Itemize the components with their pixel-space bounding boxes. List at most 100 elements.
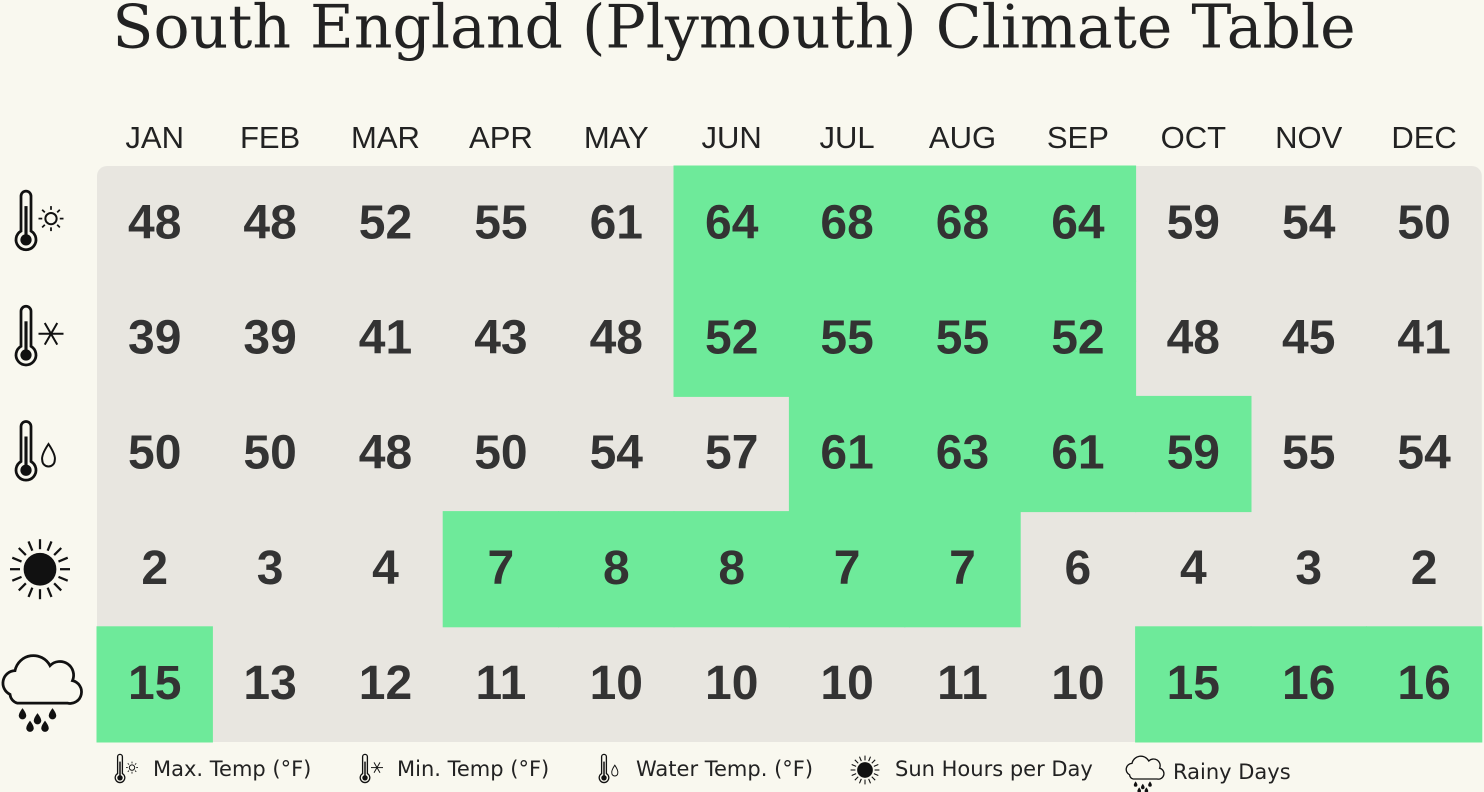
cell-value: 10 bbox=[1051, 657, 1104, 710]
cell-value: 10 bbox=[705, 657, 758, 710]
ray bbox=[871, 776, 876, 781]
highlight-cell bbox=[788, 395, 906, 513]
raindrop bbox=[1141, 783, 1145, 790]
bulb bbox=[362, 775, 368, 781]
highlight-cell bbox=[673, 165, 790, 282]
icon-max bbox=[14, 189, 64, 252]
cell-value: 39 bbox=[243, 311, 296, 364]
ray bbox=[27, 587, 34, 598]
ray bbox=[868, 756, 872, 762]
ray bbox=[851, 763, 857, 767]
cell-value: 3 bbox=[257, 542, 284, 595]
highlight-cell bbox=[1250, 626, 1367, 743]
month-label: APR bbox=[469, 120, 533, 155]
cell-value: 68 bbox=[820, 196, 873, 249]
ray bbox=[53, 547, 63, 556]
month-label: NOV bbox=[1275, 120, 1343, 155]
highlight-cell bbox=[1019, 395, 1137, 513]
legend-label: Water Temp. (°F) bbox=[636, 757, 813, 781]
month-label: MAY bbox=[584, 120, 649, 155]
icon-max bbox=[114, 753, 139, 784]
cell-value: 48 bbox=[128, 196, 181, 249]
cell-value: 50 bbox=[128, 427, 181, 480]
cell-value: 45 bbox=[1282, 311, 1335, 364]
icon-sun bbox=[850, 755, 880, 785]
legend-label: Sun Hours per Day bbox=[895, 757, 1093, 781]
bulb bbox=[20, 234, 32, 246]
cell-value: 13 bbox=[243, 657, 296, 710]
cloud bbox=[1125, 755, 1165, 780]
cell-value: 55 bbox=[1282, 427, 1335, 480]
cell-value: 48 bbox=[359, 427, 412, 480]
ray bbox=[56, 209, 61, 214]
highlight-cell bbox=[1365, 626, 1483, 743]
cell-value: 54 bbox=[590, 427, 644, 480]
highlight-cell bbox=[904, 395, 1021, 513]
raindrop bbox=[41, 720, 49, 732]
ray bbox=[11, 575, 22, 582]
raindrop bbox=[1148, 781, 1152, 787]
cell-value: 63 bbox=[936, 427, 989, 480]
icon-water bbox=[14, 420, 56, 482]
month-label: JUL bbox=[820, 120, 875, 155]
month-label: JUN bbox=[702, 120, 762, 155]
raindrop bbox=[1144, 787, 1149, 792]
cell-value: 57 bbox=[705, 427, 758, 480]
cell-value: 59 bbox=[1167, 196, 1220, 249]
highlight-cell bbox=[1019, 165, 1137, 282]
ray bbox=[854, 776, 859, 781]
cell-value: 4 bbox=[372, 542, 399, 595]
legend-label: Rainy Days bbox=[1173, 760, 1291, 784]
ray bbox=[134, 770, 137, 773]
cell-value: 48 bbox=[1167, 311, 1220, 364]
cell-value: 43 bbox=[474, 311, 527, 364]
cell-value: 2 bbox=[141, 542, 168, 595]
cell-value: 41 bbox=[1397, 311, 1450, 364]
cell-value: 41 bbox=[359, 311, 412, 364]
icon-min bbox=[359, 753, 384, 784]
month-label: SEP bbox=[1047, 120, 1109, 155]
ray bbox=[858, 756, 862, 762]
bulb bbox=[20, 349, 32, 361]
thermometer bbox=[598, 753, 610, 784]
ray bbox=[27, 541, 34, 552]
thermometer bbox=[114, 753, 126, 784]
highlight-cell bbox=[1135, 395, 1252, 513]
cell-value: 10 bbox=[590, 657, 643, 710]
cloud bbox=[1, 654, 83, 705]
sun-small bbox=[128, 764, 136, 771]
title: South England (Plymouth) Climate Table bbox=[112, 0, 1355, 63]
cell-value: 3 bbox=[1295, 542, 1322, 595]
month-label: OCT bbox=[1161, 120, 1227, 155]
ray bbox=[17, 582, 27, 592]
month-label: MAR bbox=[351, 120, 420, 155]
drop bbox=[611, 764, 619, 777]
thermometer bbox=[359, 753, 371, 784]
ray bbox=[868, 778, 872, 784]
sun bbox=[857, 762, 873, 778]
ray bbox=[873, 763, 879, 767]
cell-value: 64 bbox=[1051, 196, 1105, 249]
raindrop bbox=[48, 708, 57, 720]
ray bbox=[41, 224, 46, 229]
raindrop bbox=[33, 713, 42, 725]
raindrop bbox=[26, 720, 34, 732]
highlight-cell bbox=[788, 280, 906, 397]
cell-value: 12 bbox=[359, 657, 412, 710]
ray bbox=[46, 541, 53, 552]
flake bbox=[373, 762, 381, 774]
legend-label: Max. Temp (°F) bbox=[153, 757, 311, 781]
cell-value: 59 bbox=[1167, 427, 1220, 480]
ray bbox=[134, 763, 137, 765]
cell-value: 4 bbox=[1180, 542, 1207, 595]
cell-value: 50 bbox=[474, 427, 527, 480]
cell-value: 16 bbox=[1282, 657, 1335, 710]
cell-value: 48 bbox=[243, 196, 296, 249]
thermometer bbox=[14, 420, 38, 482]
cell-value: 15 bbox=[128, 657, 181, 710]
ray bbox=[858, 778, 862, 784]
cell-value: 7 bbox=[834, 542, 861, 595]
cell-value: 55 bbox=[936, 311, 989, 364]
